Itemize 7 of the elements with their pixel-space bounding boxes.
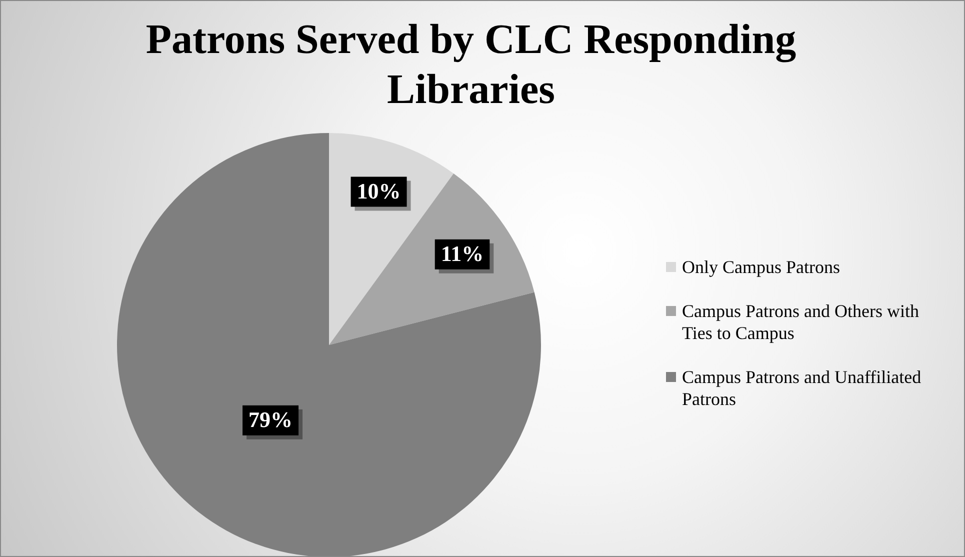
data-label: 10% [356, 178, 401, 204]
data-label: 11% [440, 241, 484, 266]
chart-title: Patrons Served by CLC Responding Libraries [144, 16, 798, 115]
legend-label: Campus Patrons and Unaffiliated Patrons [682, 366, 922, 410]
data-label: 79% [248, 407, 293, 432]
legend-label: Only Campus Patrons [682, 256, 840, 278]
legend-label: Campus Patrons and Others with Ties to Campus [682, 300, 920, 344]
